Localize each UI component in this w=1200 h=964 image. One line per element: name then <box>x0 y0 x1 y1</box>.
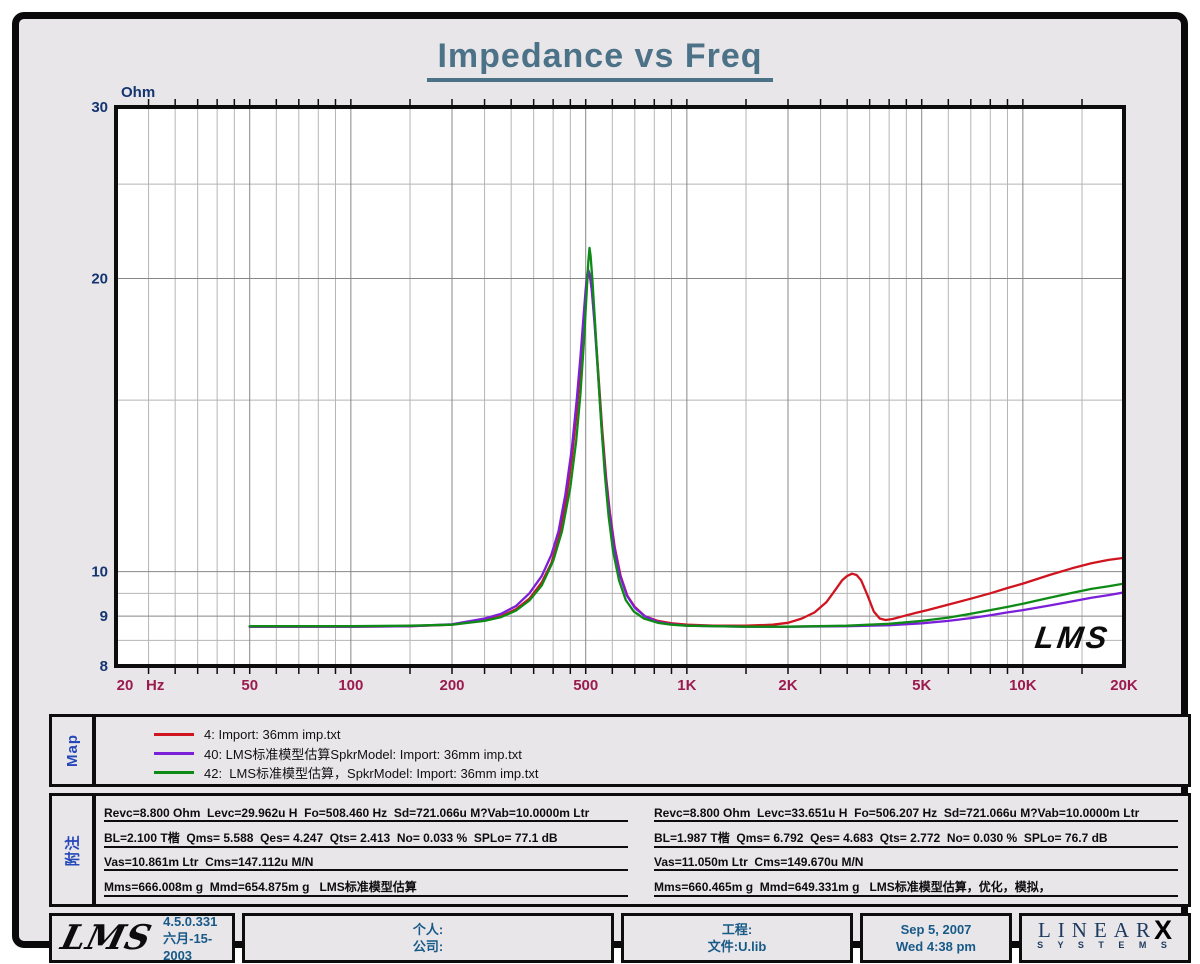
note-line: Mms=660.465m g Mmd=649.331m g LMS标准模型估算，… <box>654 878 1178 897</box>
footer-date-cell: Sep 5, 2007 Wed 4:38 pm <box>860 913 1012 963</box>
legend-line-icon <box>154 771 194 774</box>
report-frame: Impedance vs Freq Ohm 30 20 10 9 8 20 Hz 50 100 20… <box>12 12 1191 963</box>
legend-item-1: 40: LMS标准模型估算SpkrModel: Import: 36mm imp… <box>154 746 538 762</box>
legend-item-0: 4: Import: 36mm imp.txt <box>154 727 538 742</box>
personal-label: 个人: <box>412 922 444 937</box>
note-line: BL=2.100 T楷 Qms= 5.588 Qes= 4.247 Qts= 2… <box>104 829 628 848</box>
file-label: 文件:U.lib <box>707 939 767 954</box>
notes-columns: Revc=8.800 Ohm Levc=29.962u H Fo=508.460… <box>96 796 1188 904</box>
x-tick-label: 1K <box>677 677 696 694</box>
note-line: Revc=8.800 Ohm Levc=33.651u H Fo=506.207… <box>654 806 1178 823</box>
note-line: Vas=11.050m Ltr Cms=149.670u M/N <box>654 855 1178 872</box>
legend-line-icon <box>154 733 194 736</box>
legend-line-icon <box>154 752 194 755</box>
legend-item-label: 4: Import: 36mm imp.txt <box>204 727 341 742</box>
linearx-logo: LINEAR X S Y S T E M S <box>1019 913 1191 963</box>
notes-left-column: Revc=8.800 Ohm Levc=29.962u H Fo=508.460… <box>104 806 628 904</box>
x-tick-label: 50 <box>241 677 258 694</box>
x-tick-label: 500 <box>573 677 598 694</box>
x-tick-label: 200 <box>439 677 464 694</box>
notes-panel-label: 附注 <box>64 833 82 867</box>
y-tick-label: 8 <box>100 658 108 675</box>
y-tick-label: 9 <box>100 608 108 625</box>
map-panel: Map 4: Import: 36mm imp.txt 40: LMS标准模型估算… <box>49 714 1191 787</box>
notes-panel: 附注 Revc=8.800 Ohm Levc=29.962u H Fo=508.… <box>49 793 1191 907</box>
version-text: 4.5.0.331 <box>163 913 218 929</box>
linearx-systems: S Y S T E M S <box>1037 940 1173 950</box>
legend-list: 4: Import: 36mm imp.txt 40: LMS标准模型估算Spkr… <box>96 717 538 784</box>
plot-border <box>114 105 1126 668</box>
map-panel-label: Map <box>63 734 81 767</box>
legend-item-2: 42: LMS标准模型估算，SpkrModel: Import: 36mm im… <box>154 765 539 781</box>
x-tick-label: 20K <box>1110 677 1138 694</box>
report-time: Wed 4:38 pm <box>896 939 976 954</box>
notes-right-column: Revc=8.800 Ohm Levc=33.651u H Fo=506.207… <box>654 806 1178 904</box>
curve-series-2 <box>248 246 1124 628</box>
page-title-row: Impedance vs Freq <box>19 37 1181 82</box>
linearx-x-icon: X <box>1153 915 1172 945</box>
note-line: Revc=8.800 Ohm Levc=29.962u H Fo=508.460… <box>104 806 628 823</box>
impedance-chart[interactable]: Ohm 30 20 10 9 8 20 Hz 50 100 200 500 1K 2K 5K 10K 20K LM… <box>39 79 1179 719</box>
map-panel-label-cell: Map <box>52 717 96 784</box>
lms-logo: LMS <box>57 918 157 958</box>
x-tick-label: 2K <box>778 677 797 694</box>
y-tick-label: 20 <box>91 270 108 287</box>
footer-project-cell: 工程: 文件:U.lib <box>621 913 853 963</box>
note-line: Vas=10.861m Ltr Cms=147.112u M/N <box>104 855 628 872</box>
legend-item-label: 42: LMS标准模型估算，SpkrModel: Import: 36mm im… <box>204 766 539 781</box>
footer-personal-cell: 个人: 公司: <box>242 913 615 963</box>
note-line: Mms=666.008m g Mmd=654.875m g LMS标准模型估算 <box>104 878 628 897</box>
note-line: BL=1.987 T楷 Qms= 6.792 Qes= 4.683 Qts= 2… <box>654 829 1178 848</box>
y-axis-unit-label: Ohm <box>121 84 155 101</box>
report-date: Sep 5, 2007 <box>900 922 972 937</box>
build-date: 六月-15-2003 <box>163 930 213 963</box>
y-tick-label: 10 <box>91 564 108 581</box>
legend-item-label: 40: LMS标准模型估算SpkrModel: Import: 36mm imp… <box>204 747 522 762</box>
linearx-wordmark: LINEAR <box>1037 918 1157 942</box>
x-tick-label: 5K <box>912 677 931 694</box>
project-label: 工程: <box>721 922 753 937</box>
footer: LMS 4.5.0.331 六月-15-2003 个人: 公司: 工程: 文件:… <box>49 913 1191 963</box>
lms-watermark: LMS <box>1033 620 1112 655</box>
x-tick-label: 100 <box>338 677 363 694</box>
y-tick-label: 30 <box>91 99 108 116</box>
x-axis-unit-label: Hz <box>146 677 164 694</box>
x-tick-label: 10K <box>1009 677 1037 694</box>
page-title: Impedance vs Freq <box>427 37 773 82</box>
notes-panel-label-cell: 附注 <box>52 796 96 904</box>
footer-version-cell: LMS 4.5.0.331 六月-15-2003 <box>49 913 235 963</box>
company-label: 公司: <box>412 939 444 954</box>
x-tick-label: 20 <box>117 677 134 694</box>
